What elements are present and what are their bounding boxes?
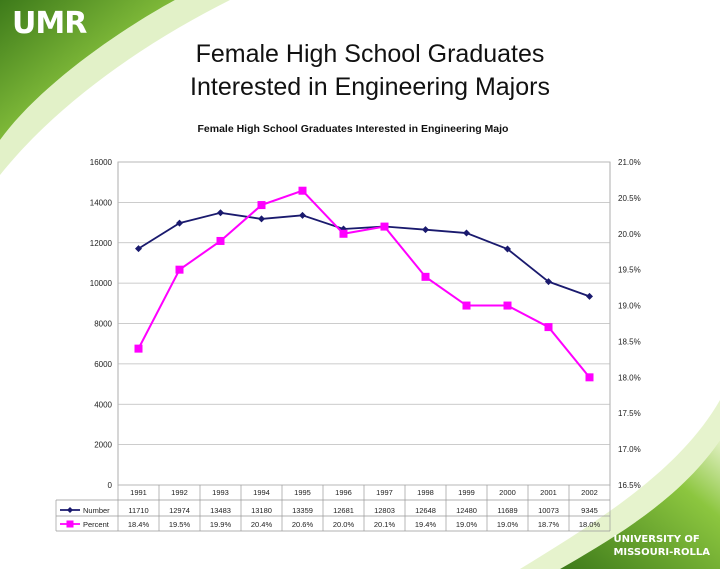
data-label: 12648 xyxy=(415,506,436,515)
data-label: 20.6% xyxy=(292,520,314,529)
data-label: 12480 xyxy=(456,506,477,515)
x-tick-label: 1998 xyxy=(417,488,434,497)
data-point-percent xyxy=(544,323,553,332)
data-label: 18.0% xyxy=(579,520,601,529)
data-label: 12681 xyxy=(333,506,354,515)
data-label: 11689 xyxy=(497,506,517,515)
university-of-missouri-rolla-logo: UNIVERSITY OF MISSOURI-ROLLA xyxy=(613,533,710,559)
data-point-number xyxy=(545,278,552,286)
y-right-tick-label: 19.0% xyxy=(618,302,641,311)
y-right-tick-label: 18.0% xyxy=(618,373,641,382)
y-right-tick-label: 17.0% xyxy=(618,445,641,454)
slide-title-line-2: Interested in Engineering Majors xyxy=(190,73,550,101)
y-left-tick-label: 14000 xyxy=(90,198,113,207)
x-tick-label: 2000 xyxy=(499,488,516,497)
x-tick-label: 1996 xyxy=(335,488,352,497)
data-point-percent xyxy=(175,265,184,274)
data-point-percent xyxy=(462,301,471,310)
data-label: 12803 xyxy=(374,506,395,515)
y-right-tick-label: 16.5% xyxy=(618,481,641,490)
data-label: 13359 xyxy=(292,506,313,515)
data-label: 19.0% xyxy=(456,520,478,529)
data-point-percent xyxy=(585,373,594,382)
y-right-tick-label: 21.0% xyxy=(618,158,641,167)
data-label: 9345 xyxy=(581,506,598,515)
data-point-number xyxy=(422,226,429,234)
y-left-tick-label: 4000 xyxy=(94,400,112,409)
y-left-tick-label: 12000 xyxy=(90,239,113,248)
data-point-percent xyxy=(339,229,348,238)
legend-label-number: Number xyxy=(83,506,110,515)
data-point-percent xyxy=(298,186,307,195)
data-label: 12974 xyxy=(169,506,190,515)
y-right-tick-label: 18.5% xyxy=(618,337,641,346)
x-tick-label: 1992 xyxy=(171,488,188,497)
y-left-tick-label: 0 xyxy=(108,481,113,490)
data-point-percent xyxy=(421,272,430,281)
y-left-tick-label: 16000 xyxy=(90,158,113,167)
x-tick-label: 1991 xyxy=(130,488,147,497)
data-label: 19.5% xyxy=(169,520,191,529)
legend-marker-number xyxy=(67,507,73,513)
legend-label-percent: Percent xyxy=(83,520,110,529)
data-label: 20.0% xyxy=(333,520,355,529)
data-point-number xyxy=(176,219,183,227)
x-tick-label: 1999 xyxy=(458,488,475,497)
x-tick-label: 1995 xyxy=(294,488,311,497)
y-right-tick-label: 17.5% xyxy=(618,409,641,418)
chart-title: Female High School Graduates Interested … xyxy=(198,123,509,135)
data-label: 18.7% xyxy=(538,520,560,529)
legend-marker-percent xyxy=(66,520,74,528)
data-point-number xyxy=(463,229,470,237)
y-right-tick-label: 20.0% xyxy=(618,230,641,239)
data-label: 19.9% xyxy=(210,520,232,529)
data-point-percent xyxy=(257,201,266,210)
y-left-tick-label: 8000 xyxy=(94,320,112,329)
data-label: 19.0% xyxy=(497,520,519,529)
y-right-tick-label: 20.5% xyxy=(618,194,641,203)
data-label: 20.1% xyxy=(374,520,396,529)
data-point-number xyxy=(504,245,511,253)
data-label: 20.4% xyxy=(251,520,273,529)
y-left-tick-label: 10000 xyxy=(90,279,113,288)
data-point-percent xyxy=(216,236,225,245)
x-tick-label: 1997 xyxy=(376,488,393,497)
bottom-right-swoosh-light xyxy=(520,400,720,569)
x-tick-label: 2002 xyxy=(581,488,598,497)
bottom-right-swoosh xyxy=(560,440,720,569)
data-point-number xyxy=(135,245,142,253)
data-point-number xyxy=(258,215,265,223)
data-label: 11710 xyxy=(128,506,148,515)
x-tick-label: 2001 xyxy=(540,488,557,497)
y-left-tick-label: 2000 xyxy=(94,441,112,450)
data-point-number xyxy=(299,211,306,219)
data-point-percent xyxy=(380,222,389,231)
x-tick-label: 1993 xyxy=(212,488,229,497)
data-label: 19.4% xyxy=(415,520,437,529)
series-line-percent xyxy=(137,189,591,378)
y-right-tick-label: 19.5% xyxy=(618,266,641,275)
univ-logo-line-1: UNIVERSITY OF xyxy=(613,534,700,545)
top-left-swoosh xyxy=(0,0,175,140)
data-point-number xyxy=(586,292,593,300)
data-label: 10073 xyxy=(538,506,559,515)
y-left-tick-label: 6000 xyxy=(94,360,112,369)
umr-logo: UMR xyxy=(12,6,87,41)
data-point-percent xyxy=(503,301,512,310)
slide-title: Female High School Graduates Interested … xyxy=(100,38,640,104)
slide-title-line-1: Female High School Graduates xyxy=(195,40,545,68)
data-point-percent xyxy=(134,344,143,353)
data-label: 13180 xyxy=(251,506,272,515)
data-label: 18.4% xyxy=(128,520,150,529)
series-line-number xyxy=(138,211,590,298)
data-point-number xyxy=(217,209,224,217)
data-label: 13483 xyxy=(210,506,231,515)
univ-logo-line-2: MISSOURI-ROLLA xyxy=(613,547,710,558)
x-tick-label: 1994 xyxy=(253,488,270,497)
